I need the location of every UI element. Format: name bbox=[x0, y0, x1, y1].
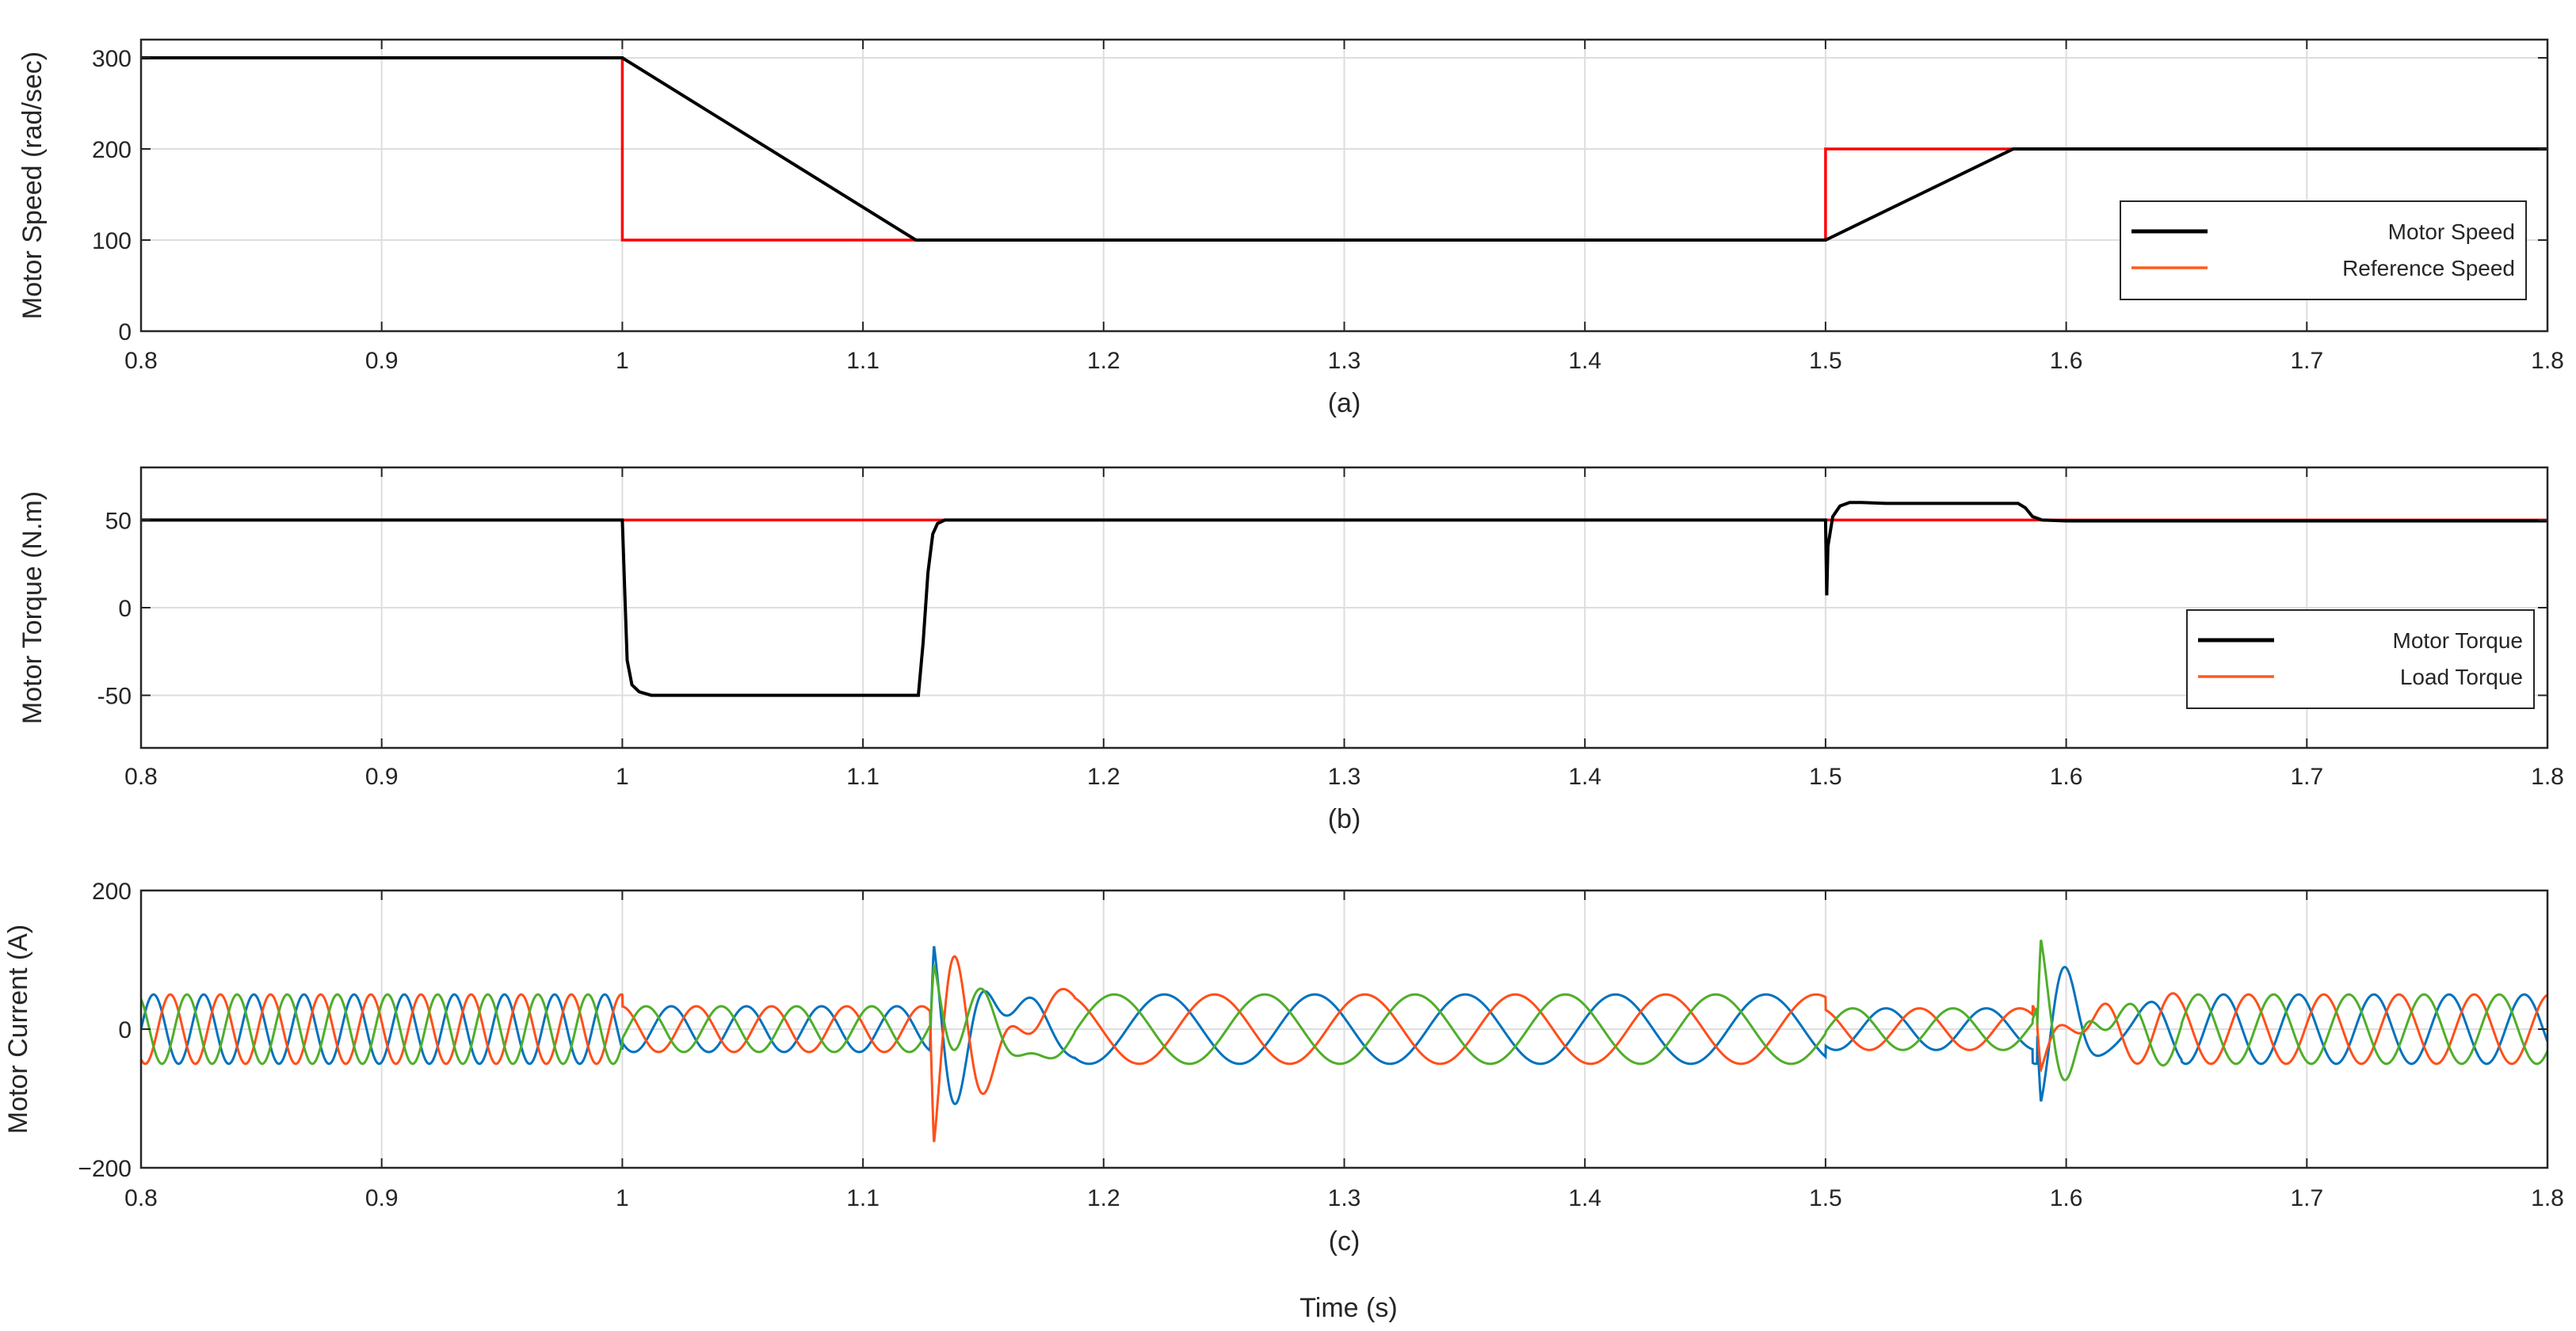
panel-sublabel: (a) bbox=[1328, 388, 1361, 418]
x-tick-label: 1.3 bbox=[1328, 764, 1361, 790]
plot-area bbox=[141, 940, 2547, 1142]
y-tick-label: 0 bbox=[118, 319, 132, 345]
legend-entry: Reference Speed bbox=[2342, 256, 2515, 280]
x-tick-label: 1.8 bbox=[2531, 1185, 2564, 1211]
plot-area bbox=[141, 56, 2547, 242]
y-tick-label: -50 bbox=[97, 684, 132, 710]
x-tick-label: 1.2 bbox=[1087, 348, 1120, 374]
x-tick-label: 1.1 bbox=[846, 1185, 880, 1211]
x-tick-label: 1.2 bbox=[1087, 1185, 1120, 1211]
x-tick-label: 0.8 bbox=[124, 348, 158, 374]
x-tick-label: 1.7 bbox=[2290, 1185, 2323, 1211]
x-tick-label: 1.1 bbox=[846, 348, 880, 374]
x-tick-label: 0.9 bbox=[365, 764, 399, 790]
x-tick-label: 1.7 bbox=[2290, 348, 2323, 374]
x-tick-label: 1.3 bbox=[1328, 1185, 1361, 1211]
legend-entry: Motor Torque bbox=[2393, 628, 2523, 653]
x-tick-label: 1.5 bbox=[1809, 1185, 1842, 1211]
x-axis-label: Time (s) bbox=[1299, 1293, 1397, 1323]
current-panel: 0.8 0.9 1 1.1 1.2 1.3 1.4 1.5 1.6 1.7 1.8 −200 0 200 M… bbox=[3, 879, 2564, 1257]
x-tick-label: 0.9 bbox=[365, 1185, 399, 1211]
panel-sublabel: (b) bbox=[1328, 804, 1361, 834]
y-tick-label: −200 bbox=[78, 1156, 132, 1182]
y-tick-label: 300 bbox=[92, 46, 132, 72]
legend-entry: Load Torque bbox=[2400, 665, 2523, 689]
torque-panel: 0.8 0.9 1 1.1 1.2 1.3 1.4 1.5 1.6 1.7 1.8 -50 0 50 Mot… bbox=[17, 466, 2564, 834]
legend: Motor Torque Load Torque bbox=[2186, 609, 2535, 709]
y-tick-label: 0 bbox=[118, 596, 132, 622]
y-tick-label: 50 bbox=[105, 508, 132, 534]
y-tick-label: 0 bbox=[118, 1017, 132, 1043]
x-tick-label: 1.6 bbox=[2050, 348, 2083, 374]
x-tick-label: 0.8 bbox=[124, 764, 158, 790]
x-tick-label: 1 bbox=[616, 348, 629, 374]
x-tick-label: 1 bbox=[616, 1185, 629, 1211]
x-tick-label: 1.5 bbox=[1809, 764, 1842, 790]
y-tick-label: 200 bbox=[92, 137, 132, 163]
x-tick-label: 1.6 bbox=[2050, 1185, 2083, 1211]
motor-speed-line bbox=[141, 56, 2547, 242]
x-tick-label: 1.8 bbox=[2531, 764, 2564, 790]
y-axis-label: Motor Current (A) bbox=[3, 925, 33, 1135]
x-tick-label: 0.9 bbox=[365, 348, 399, 374]
current-phase-a-line bbox=[141, 946, 2547, 1105]
x-tick-label: 1.7 bbox=[2290, 764, 2323, 790]
y-axis-label: Motor Speed (rad/sec) bbox=[17, 51, 48, 319]
x-tick-label: 1.4 bbox=[1568, 348, 1601, 374]
plot-area bbox=[141, 501, 2547, 697]
speed-panel: 0.8 0.9 1 1.1 1.2 1.3 1.4 1.5 1.6 1.7 1.8 0 100 200 30… bbox=[17, 38, 2564, 418]
x-tick-label: 1.2 bbox=[1087, 764, 1120, 790]
x-tick-label: 1.6 bbox=[2050, 764, 2083, 790]
legend: Motor Speed Reference Speed bbox=[2120, 200, 2527, 300]
current-phase-c-line bbox=[141, 940, 2547, 1081]
panel-sublabel: (c) bbox=[1329, 1226, 1361, 1257]
x-tick-label: 0.8 bbox=[124, 1185, 158, 1211]
x-tick-label: 1.4 bbox=[1568, 1185, 1601, 1211]
motor-torque-line bbox=[141, 501, 2547, 697]
x-tick-label: 1.1 bbox=[846, 764, 880, 790]
y-tick-label: 100 bbox=[92, 228, 132, 254]
x-tick-label: 1.8 bbox=[2531, 348, 2564, 374]
x-tick-label: 1 bbox=[616, 764, 629, 790]
y-axis-label: Motor Torque (N.m) bbox=[17, 491, 48, 724]
x-tick-label: 1.5 bbox=[1809, 348, 1842, 374]
y-tick-label: 200 bbox=[92, 879, 132, 905]
x-tick-label: 1.3 bbox=[1328, 348, 1361, 374]
legend-entry: Motor Speed bbox=[2388, 219, 2515, 244]
current-phase-b-line bbox=[141, 955, 2547, 1142]
x-tick-label: 1.4 bbox=[1568, 764, 1601, 790]
